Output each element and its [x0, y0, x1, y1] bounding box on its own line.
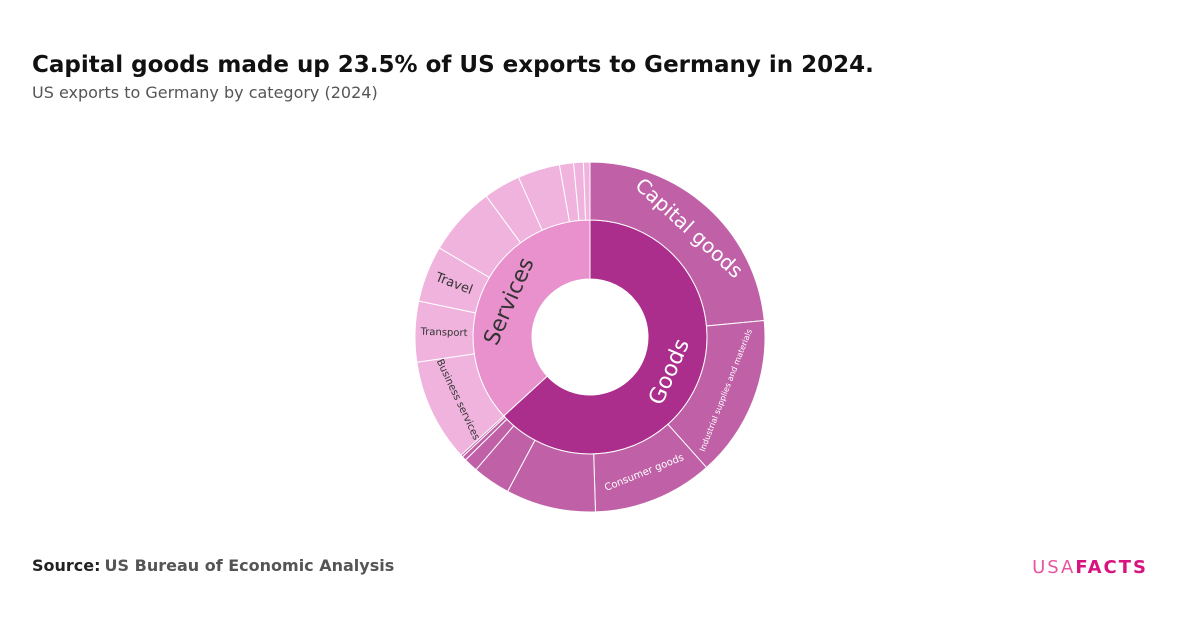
source-text: US Bureau of Economic Analysis	[105, 556, 395, 575]
outer-segment	[582, 161, 591, 221]
source-label: Source:	[32, 556, 101, 575]
chart-title: Capital goods made up 23.5% of US export…	[32, 52, 874, 78]
logo: USAFACTS	[1032, 557, 1148, 578]
segment-label: Transport	[419, 327, 467, 340]
chart-subtitle: US exports to Germany by category (2024)	[32, 83, 378, 102]
logo-usa: USA	[1032, 557, 1075, 578]
logo-facts: FACTS	[1075, 557, 1148, 578]
source: Source: US Bureau of Economic Analysis	[32, 556, 394, 575]
